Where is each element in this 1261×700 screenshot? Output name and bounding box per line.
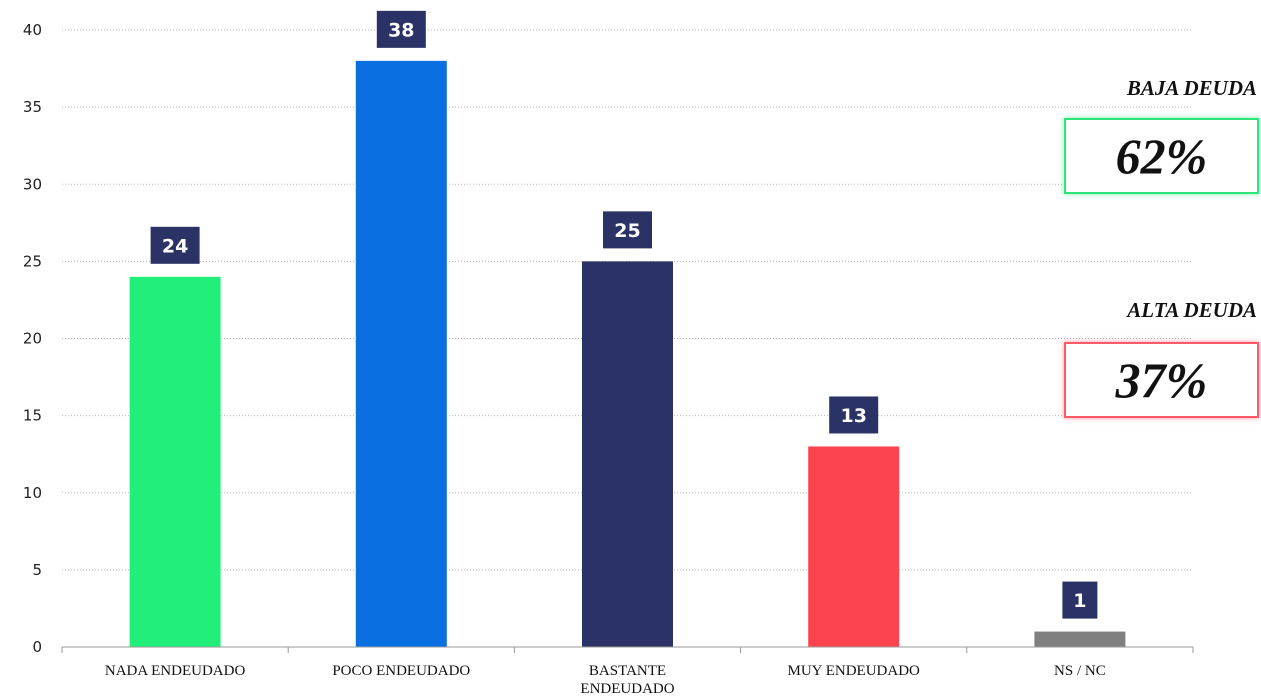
y-tick-label: 10 [23, 484, 42, 502]
bar-3 [582, 261, 673, 647]
bars [129, 60, 1126, 648]
x-tick-label: MUY ENDEUDADO [788, 663, 921, 679]
alta-deuda-value-box: 37% [1064, 342, 1259, 418]
data-label-box [376, 10, 426, 48]
y-tick-label: 40 [23, 21, 42, 39]
data-label: 1 [1073, 590, 1086, 612]
baja-deuda-title: BAJA DEUDA [1126, 76, 1257, 100]
baja-deuda-value-box: 62% [1064, 118, 1259, 194]
y-axis-ticks: 0 5 10 15 20 25 30 35 40 [23, 21, 42, 656]
x-tick-label: BASTANTE [589, 663, 666, 679]
alta-deuda-title: ALTA DEUDA [1127, 298, 1257, 322]
y-tick-label: 5 [32, 561, 42, 579]
data-label-box [1062, 581, 1098, 619]
x-tick-label: NS / NC [1054, 663, 1106, 679]
y-tick-label: 25 [23, 252, 42, 270]
y-tick-label: 15 [23, 407, 42, 425]
y-tick-label: 20 [23, 330, 42, 348]
data-label-box [603, 211, 652, 249]
y-tick-label: 0 [32, 638, 42, 656]
bar-4 [808, 446, 900, 647]
x-tick-label: ENDEUDADO [580, 681, 674, 697]
data-label: 24 [162, 235, 188, 257]
bar-2 [355, 60, 447, 648]
x-tick-label: NADA ENDEUDADO [105, 663, 246, 679]
grid-lines [62, 29, 1193, 571]
data-label: 25 [614, 220, 640, 242]
x-tick-label: POCO ENDEUDADO [332, 663, 470, 679]
data-label: 38 [388, 19, 414, 41]
bar-1 [129, 276, 221, 647]
data-labels: 24 38 25 13 1 [150, 10, 1098, 619]
data-label: 13 [840, 405, 866, 427]
bar-5 [1034, 631, 1126, 647]
x-axis-ticks: NADA ENDEUDADO POCO ENDEUDADO BASTANTE ENDE… [61, 647, 1194, 697]
data-label-box [150, 226, 200, 264]
y-tick-label: 30 [23, 175, 42, 193]
data-label-box [829, 396, 879, 434]
y-tick-label: 35 [23, 98, 42, 116]
